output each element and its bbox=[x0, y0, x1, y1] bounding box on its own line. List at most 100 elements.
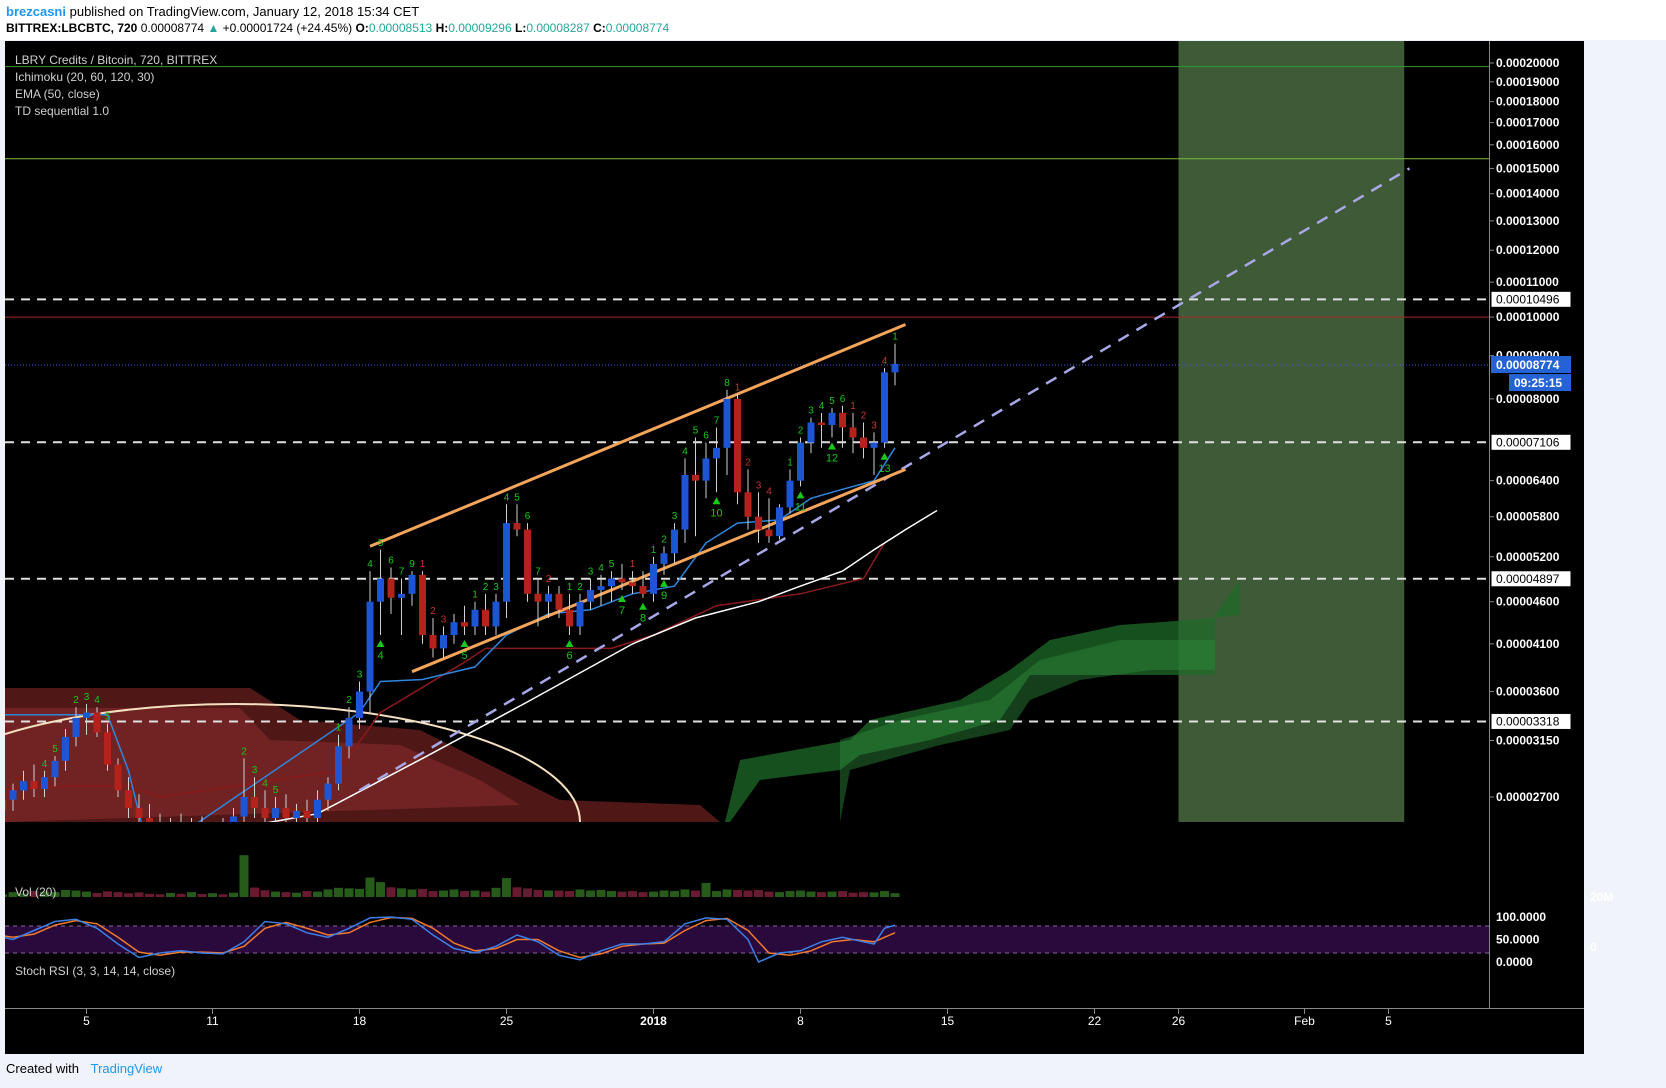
volume-bar bbox=[29, 891, 39, 897]
volume-bar bbox=[418, 888, 427, 897]
candle-body bbox=[72, 717, 80, 738]
volume-bar bbox=[50, 892, 60, 897]
candle-body bbox=[650, 563, 657, 594]
candle-body bbox=[314, 799, 321, 818]
candle-body bbox=[786, 480, 794, 508]
candle-body bbox=[30, 781, 38, 789]
td-count: 13 bbox=[878, 463, 890, 475]
volume-bar bbox=[502, 878, 511, 897]
price-tick-label: 0.00003150 bbox=[1496, 733, 1560, 747]
close-value: 0.00008774 bbox=[605, 21, 670, 35]
volume-bar bbox=[103, 891, 112, 897]
candle-body bbox=[849, 427, 857, 438]
volume-bar bbox=[512, 887, 522, 897]
td-label: 4 bbox=[682, 446, 688, 457]
td-label: 3 bbox=[252, 765, 258, 776]
volume-bar bbox=[155, 894, 165, 897]
level-label: 0.00004897 bbox=[1496, 572, 1560, 586]
td-label: 2 bbox=[241, 746, 247, 757]
candle-body bbox=[660, 553, 668, 564]
volume-bar bbox=[743, 890, 753, 897]
low-label: L: bbox=[514, 21, 527, 35]
candle-body bbox=[513, 523, 521, 530]
td-label: 5 bbox=[609, 559, 615, 570]
td-label: 5 bbox=[693, 425, 699, 436]
level-label: 0.00010496 bbox=[1496, 292, 1560, 306]
last-price-label: 0.00008774 bbox=[1496, 358, 1560, 372]
candle-body bbox=[93, 712, 101, 733]
volume-bar bbox=[281, 892, 291, 897]
ohlc-row: BITTREX:LBCBTC, 720 0.00008774 ▲ +0.0000… bbox=[6, 21, 669, 35]
level-badge bbox=[1490, 433, 1572, 451]
volume-bar bbox=[134, 892, 144, 897]
last-price-badge bbox=[1491, 356, 1571, 374]
volume-bar bbox=[838, 891, 847, 897]
volume-bar bbox=[491, 887, 501, 897]
volume-bar bbox=[187, 892, 196, 897]
level-label: 0.00003318 bbox=[1496, 714, 1560, 728]
volume-bar bbox=[859, 892, 868, 897]
volume-bar bbox=[365, 877, 375, 897]
volume-bar bbox=[701, 882, 711, 897]
td-count: 12 bbox=[826, 452, 838, 464]
ichimoku-cloud-bullish bbox=[725, 580, 1240, 822]
ichimoku-cloud-bullish-inner bbox=[840, 640, 1215, 822]
td-label: 2 bbox=[483, 582, 489, 593]
candle-body bbox=[450, 622, 458, 636]
volume-bar bbox=[607, 891, 616, 897]
candle-body bbox=[566, 609, 573, 627]
volume-bar bbox=[565, 891, 574, 897]
td-label: 3 bbox=[756, 480, 762, 491]
volume-bar bbox=[554, 890, 564, 897]
candle-body bbox=[765, 529, 773, 537]
volume-bar bbox=[397, 888, 406, 897]
td-label: 1 bbox=[420, 559, 426, 570]
td-label: 3 bbox=[808, 406, 814, 417]
volume-bar bbox=[617, 891, 627, 897]
td-count: 9 bbox=[661, 590, 667, 602]
td-label: 2 bbox=[346, 695, 352, 706]
td-label: 2 bbox=[798, 425, 804, 436]
price-axis-bg bbox=[1489, 41, 1584, 1008]
candle-body bbox=[261, 808, 269, 818]
td-label: 1 bbox=[735, 382, 741, 393]
candle-body bbox=[492, 601, 500, 627]
candle-body bbox=[534, 593, 542, 602]
candle-body bbox=[62, 737, 69, 761]
candle-body bbox=[9, 790, 17, 800]
td-label: 4 bbox=[882, 356, 888, 367]
vol-axis-top: 20M bbox=[1590, 890, 1613, 904]
volume-bar bbox=[691, 890, 700, 897]
volume-bar bbox=[659, 890, 669, 897]
volume-bar bbox=[313, 891, 322, 897]
candle-body bbox=[702, 458, 710, 481]
td-arrow-icon bbox=[712, 497, 721, 505]
price-tick-label: 0.00002700 bbox=[1496, 790, 1560, 804]
author-link[interactable]: brezcasni bbox=[6, 4, 66, 19]
td-label: 3 bbox=[441, 614, 447, 625]
candle-body bbox=[503, 523, 510, 602]
volume-bar bbox=[869, 892, 879, 897]
volume-bar bbox=[292, 892, 301, 897]
volume-bar bbox=[785, 891, 795, 897]
volume-bar bbox=[439, 890, 448, 897]
candle-body bbox=[146, 817, 153, 822]
tradingview-logo[interactable]: TradingView bbox=[90, 1061, 163, 1076]
price-tick-label: 0.00010000 bbox=[1496, 310, 1560, 324]
candle-body bbox=[881, 372, 888, 443]
td-label: 3 bbox=[672, 511, 678, 522]
td-label: 1 bbox=[567, 582, 573, 593]
volume-bar bbox=[334, 887, 343, 897]
legend-title: LBRY Credits / Bitcoin, 720, BITTREX bbox=[15, 53, 217, 67]
volume-bar bbox=[218, 894, 228, 897]
legend-stoch: Stoch RSI (3, 3, 14, 14, close) bbox=[15, 964, 175, 978]
td-label: 1 bbox=[336, 723, 342, 734]
td-label: 8 bbox=[724, 378, 730, 389]
time-tick-label: 22 bbox=[1088, 1014, 1102, 1028]
td-label: 1 bbox=[787, 457, 793, 468]
level-badge bbox=[1490, 712, 1572, 730]
candle-body bbox=[104, 732, 111, 765]
volume-bar bbox=[176, 893, 186, 897]
candle-body bbox=[429, 635, 437, 649]
